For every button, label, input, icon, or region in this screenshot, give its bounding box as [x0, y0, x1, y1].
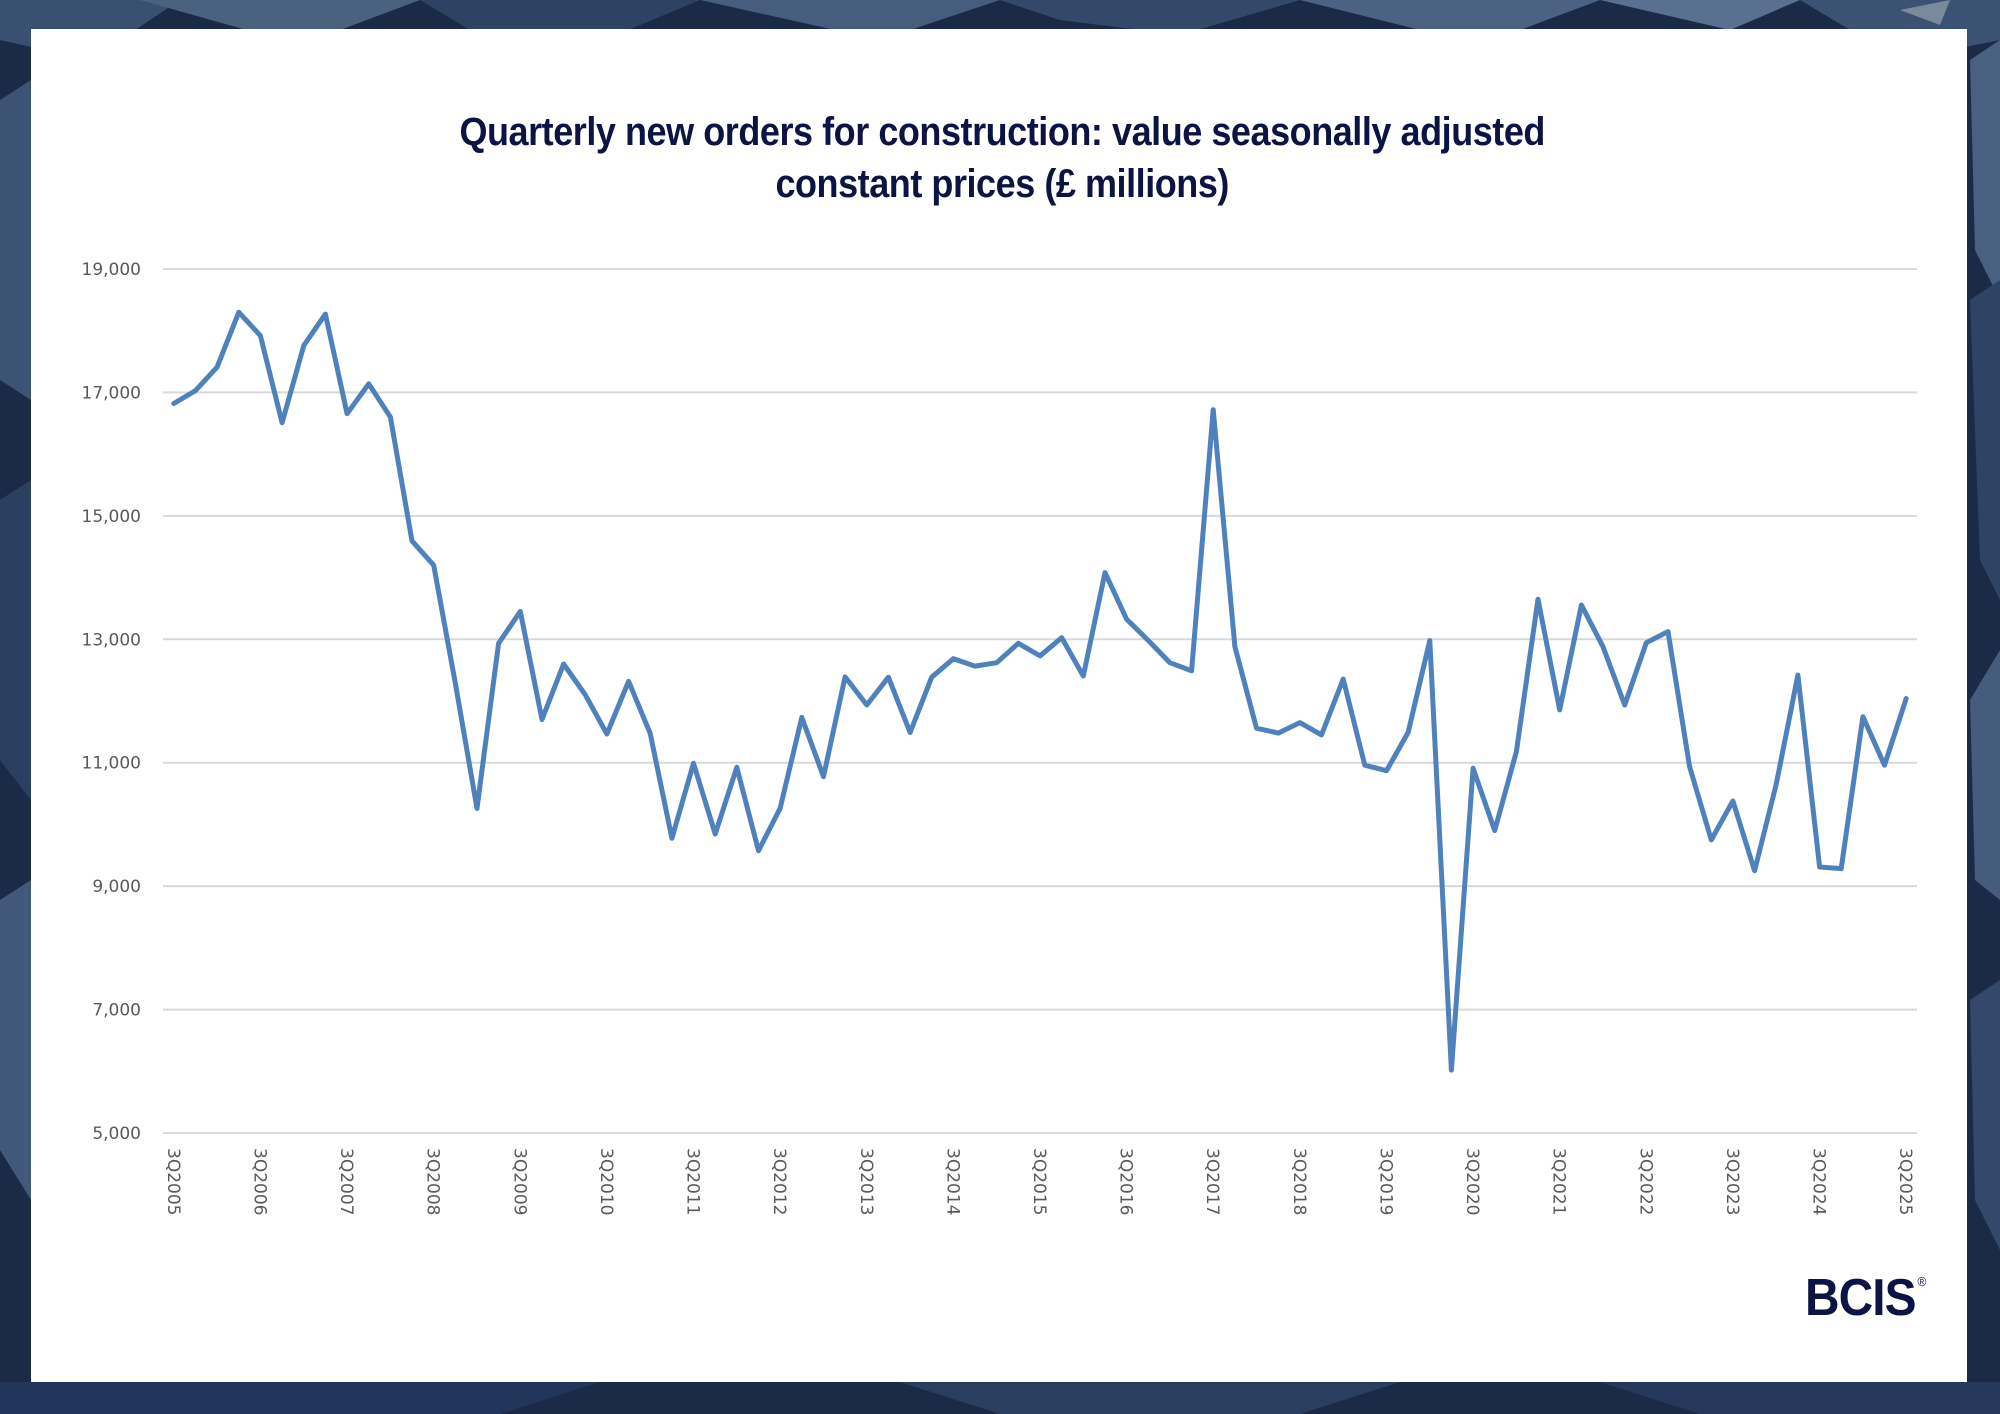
x-tick-label: 3Q2024 [1809, 1148, 1829, 1215]
chart-title-line-1: Quarterly new orders for construction: v… [459, 110, 1545, 154]
chart-title-line-2: constant prices (£ millions) [775, 162, 1229, 206]
y-tick-label: 13,000 [82, 630, 141, 650]
x-tick-label: 3Q2007 [336, 1148, 356, 1215]
y-tick-label: 11,000 [82, 754, 141, 774]
series-line [171, 309, 1909, 1073]
x-tick-label: 3Q2009 [509, 1148, 529, 1215]
x-tick-label: 3Q2005 [163, 1148, 183, 1215]
x-tick-label: 3Q2008 [423, 1148, 443, 1215]
x-tick-label: 3Q2017 [1202, 1148, 1222, 1215]
y-tick-label: 5,000 [92, 1124, 141, 1144]
x-tick-label: 3Q2025 [1895, 1148, 1915, 1215]
x-tick-label: 3Q2011 [683, 1148, 703, 1215]
x-tick-label: 3Q2021 [1549, 1148, 1569, 1215]
x-tick-label: 3Q2022 [1635, 1148, 1655, 1215]
bcis-logo: BCIS ® [1805, 1268, 1926, 1328]
gridlines [163, 268, 1917, 1134]
y-tick-label: 17,000 [82, 383, 141, 403]
x-tick-label: 3Q2018 [1289, 1148, 1309, 1215]
chart-card [31, 29, 1967, 1382]
x-tick-label: 3Q2006 [249, 1148, 269, 1215]
x-tick-label: 3Q2016 [1116, 1148, 1136, 1215]
series-group [171, 309, 1909, 1073]
y-tick-label: 19,000 [82, 260, 141, 280]
y-tick-label: 7,000 [92, 1001, 141, 1021]
x-tick-label: 3Q2023 [1722, 1148, 1742, 1215]
y-axis-tick-labels: 5,000 7,000 9,000 11,000 13,000 15,000 17,000 1… [82, 260, 141, 1144]
x-axis-tick-labels: 3Q2005 3Q2006 3Q2007 3Q2008 3Q2009 3Q2010 3Q20… [163, 1148, 1915, 1215]
y-tick-label: 15,000 [82, 507, 141, 527]
x-tick-label: 3Q2020 [1462, 1148, 1482, 1215]
x-tick-label: 3Q2015 [1029, 1148, 1049, 1215]
y-tick-label: 9,000 [92, 877, 141, 897]
x-tick-label: 3Q2019 [1375, 1148, 1395, 1215]
x-tick-label: 3Q2012 [769, 1148, 789, 1215]
x-tick-label: 3Q2014 [942, 1148, 962, 1215]
logo-text: BCIS [1805, 1269, 1917, 1327]
chart-title: Quarterly new orders for construction: v… [131, 106, 1873, 210]
x-tick-label: 3Q2010 [596, 1148, 616, 1215]
x-tick-label: 3Q2013 [856, 1148, 876, 1215]
registered-mark: ® [1917, 1274, 1926, 1289]
